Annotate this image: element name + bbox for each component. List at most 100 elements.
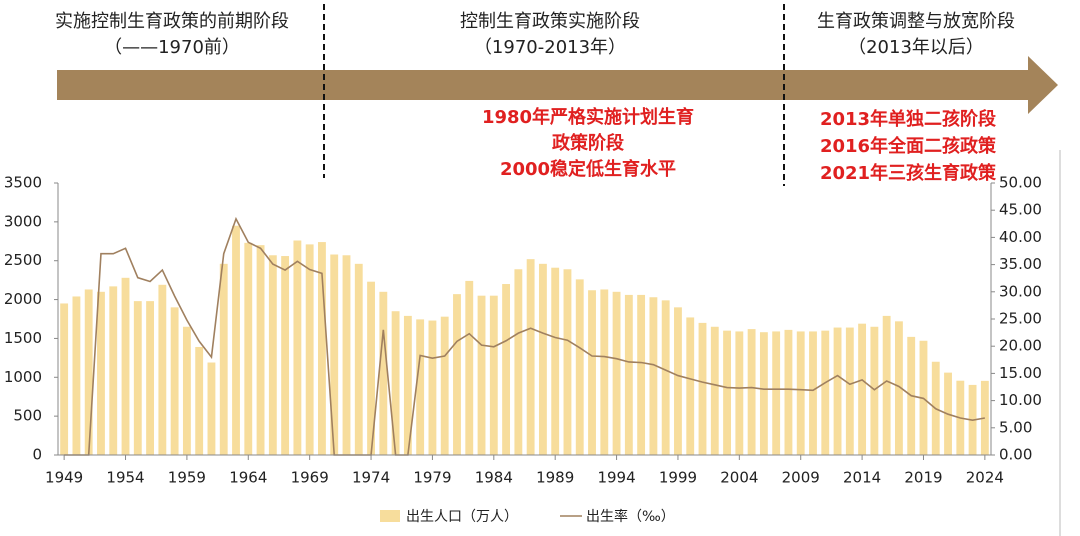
y2-tick-label: 35.00 [999, 255, 1042, 273]
x-tick-label: 2019 [904, 469, 942, 487]
bar [575, 279, 584, 455]
note: 1980年严格实施计划生育 [482, 106, 694, 128]
bar [698, 322, 707, 455]
y2-tick-label: 45.00 [999, 201, 1042, 219]
note: 2000稳定低生育水平 [500, 158, 676, 180]
bar [268, 255, 277, 455]
bar [342, 255, 351, 455]
legend-label: 出生率（‰） [586, 508, 675, 525]
bar [894, 321, 903, 455]
note: 政策阶段 [552, 132, 625, 154]
phase-title: 实施控制生育政策的前期阶段 [55, 11, 289, 32]
bar [747, 329, 756, 455]
bar [796, 331, 805, 455]
bar [293, 240, 302, 455]
bar [256, 245, 265, 455]
bar [379, 291, 388, 455]
phase-period: （2013年以后） [848, 37, 984, 58]
phase-period: （——1970前） [104, 37, 240, 58]
bar [514, 269, 523, 455]
bar [538, 263, 547, 455]
bar [600, 289, 609, 455]
bar [637, 294, 646, 455]
y-tick-label: 2500 [4, 251, 42, 269]
bar [318, 242, 326, 455]
y-tick-label: 3500 [4, 174, 42, 192]
bar [440, 316, 449, 455]
bar [219, 263, 228, 455]
bar [170, 307, 179, 455]
bar [502, 284, 511, 455]
bar [772, 331, 781, 455]
x-tick-label: 1964 [229, 469, 267, 487]
bar [735, 331, 744, 455]
note: 2016年全面二孩政策 [820, 135, 997, 157]
bar [588, 290, 596, 455]
bar [980, 380, 989, 455]
bar [403, 315, 412, 455]
bar [465, 280, 474, 455]
bar [195, 346, 204, 455]
x-tick-label: 2024 [966, 469, 1004, 487]
bar [563, 269, 572, 455]
bar [244, 242, 253, 455]
y2-tick-label: 50.00 [999, 174, 1042, 192]
bar [158, 284, 167, 455]
bar [391, 311, 400, 455]
bar [858, 323, 867, 455]
bar [133, 301, 142, 455]
x-tick-label: 2014 [843, 469, 881, 487]
bar [784, 329, 793, 455]
bar [624, 294, 633, 455]
legend-swatch [380, 510, 400, 522]
y2-tick-label: 15.00 [999, 364, 1042, 382]
x-tick-label: 2009 [782, 469, 820, 487]
phase-title: 控制生育政策实施阶段 [460, 11, 640, 32]
bar [551, 267, 560, 455]
bar [686, 317, 695, 455]
bar [821, 330, 830, 455]
phase-title: 生育政策调整与放宽阶段 [817, 11, 1015, 32]
bar [354, 263, 363, 455]
y2-tick-label: 20.00 [999, 337, 1042, 355]
bar [182, 326, 191, 455]
bar [612, 291, 621, 455]
bar [60, 303, 69, 455]
x-tick-label: 1984 [475, 469, 513, 487]
x-tick-label: 1949 [45, 469, 83, 487]
x-tick-label: 1954 [106, 469, 144, 487]
bar [882, 315, 891, 455]
bar [845, 327, 854, 455]
bar [649, 297, 658, 455]
y2-tick-label: 30.00 [999, 282, 1042, 300]
x-tick-label: 1959 [168, 469, 206, 487]
bar [305, 244, 314, 455]
bar [367, 281, 375, 455]
y-tick-label: 0 [32, 446, 42, 464]
bar [489, 295, 498, 455]
bar [146, 301, 155, 455]
line [64, 216, 985, 456]
x-tick-label: 1979 [413, 469, 451, 487]
bar [674, 307, 682, 455]
note: 2013年单独二孩阶段 [820, 108, 997, 130]
legend-label: 出生人口（万人） [406, 509, 518, 525]
bar [207, 362, 216, 455]
y-tick-label: 500 [13, 407, 42, 425]
y-tick-label: 2000 [4, 290, 42, 308]
bar [72, 296, 81, 455]
bar [661, 300, 670, 455]
bar [330, 254, 339, 455]
x-tick-label: 1974 [352, 469, 390, 487]
bar [809, 331, 817, 455]
x-tick-label: 1999 [659, 469, 697, 487]
x-tick-label: 1989 [536, 469, 574, 487]
bar [453, 294, 461, 455]
bar [833, 327, 842, 455]
x-tick-label: 1994 [597, 469, 635, 487]
y2-tick-label: 25.00 [999, 310, 1042, 328]
bar [710, 326, 719, 455]
phase-period: （1970-2013年） [474, 37, 626, 58]
bar [97, 291, 105, 455]
